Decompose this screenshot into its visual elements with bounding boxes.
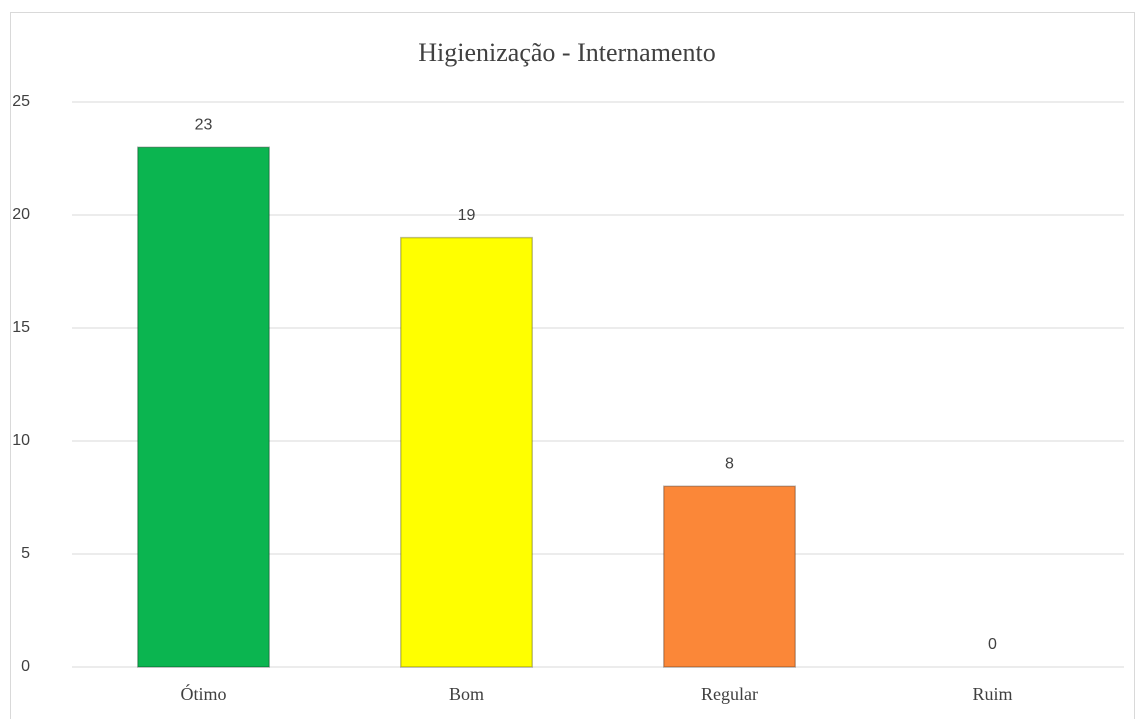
data-label: 19: [458, 207, 476, 224]
chart-title: Higienização - Internamento: [418, 38, 715, 67]
x-tick-label: Ruim: [972, 684, 1012, 704]
y-tick-label: 5: [21, 545, 30, 562]
bar: [400, 236, 533, 668]
y-tick-label: 15: [12, 319, 30, 336]
x-tick-label: Ótimo: [180, 683, 226, 704]
y-tick-label: 20: [12, 206, 30, 223]
bar: [663, 485, 796, 668]
y-tick-label: 10: [12, 432, 30, 449]
data-label: 23: [195, 116, 213, 133]
bar: [137, 146, 270, 668]
data-label: 0: [988, 636, 997, 653]
x-tick-label: Regular: [701, 684, 758, 704]
y-tick-label: 0: [21, 658, 30, 675]
y-tick-label: 25: [12, 93, 30, 110]
x-tick-label: Bom: [449, 684, 484, 704]
data-label: 8: [725, 455, 734, 472]
